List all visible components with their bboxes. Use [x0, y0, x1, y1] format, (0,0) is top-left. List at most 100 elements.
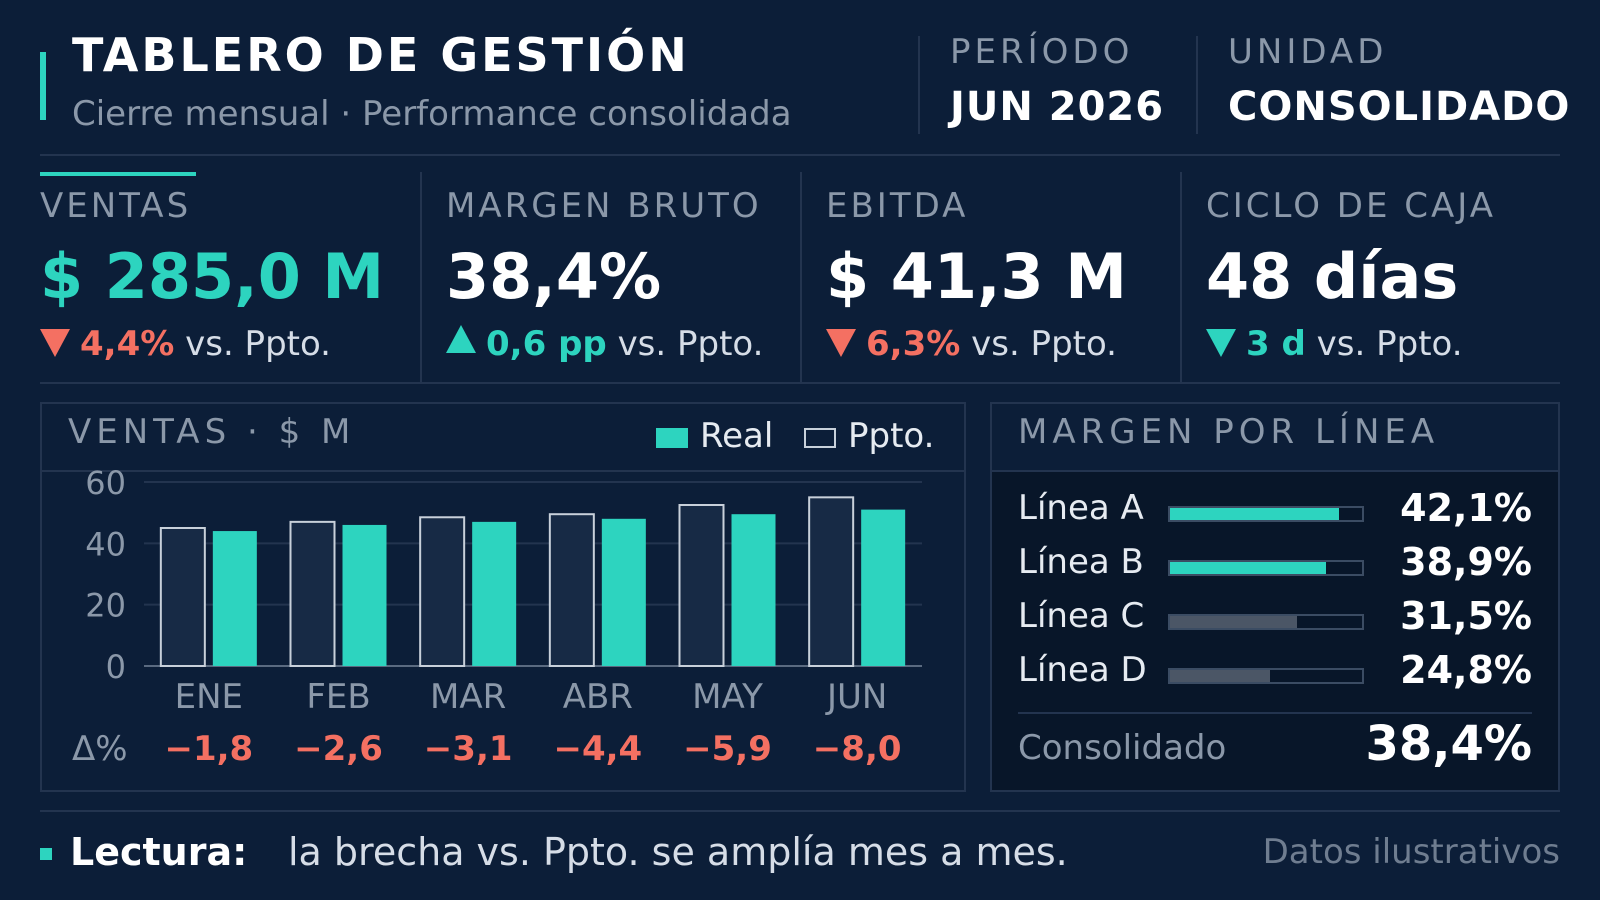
margin-bar-fill: [1170, 562, 1326, 574]
kpi-delta-value: 4,4%: [80, 324, 175, 364]
line-margin-value: 42,1%: [1400, 486, 1532, 530]
kpi-separator: [40, 382, 1560, 384]
margin-panel: MARGEN POR LÍNEA Línea A 42,1% Línea B 3…: [990, 402, 1560, 792]
line-margin-value: 24,8%: [1400, 648, 1532, 692]
delta-pct-label: −1,8: [164, 729, 253, 769]
line-name: Línea D: [1018, 650, 1147, 690]
margin-bar-track: [1168, 614, 1364, 630]
x-tick-label: ABR: [563, 677, 633, 717]
header-divider: [1196, 36, 1198, 134]
kpi-delta-value: 0,6 pp: [486, 324, 607, 364]
margin-panel-title: MARGEN POR LÍNEA: [1018, 412, 1440, 452]
arrow-down-icon: [826, 329, 856, 357]
kpi-delta: 3 d vs. Ppto.: [1206, 324, 1463, 364]
kpi-value: 48 días: [1206, 240, 1459, 313]
footer-note: Datos ilustrativos: [1262, 832, 1560, 872]
kpi-divider: [420, 172, 422, 382]
line-name: Línea A: [1018, 488, 1144, 528]
y-tick-label: 40: [85, 525, 126, 563]
arrow-down-icon: [1206, 329, 1236, 357]
kpi-delta-value: 6,3%: [866, 324, 961, 364]
header-divider: [918, 36, 920, 134]
margin-row-linea-d[interactable]: Línea D 24,8%: [1018, 646, 1532, 696]
kpi-card-margen-bruto[interactable]: MARGEN BRUTO 38,4% 0,6 pp vs. Ppto.: [446, 176, 796, 376]
y-tick-label: 0: [106, 648, 126, 686]
bar-real: [861, 509, 906, 666]
bar-real: [731, 514, 776, 666]
bar-ppto: [548, 513, 595, 667]
kpi-value: $ 41,3 M: [826, 240, 1127, 313]
consolidated-value: 38,4%: [1365, 716, 1532, 772]
period-label: PERÍODO: [950, 32, 1134, 72]
delta-pct-label: −3,1: [424, 729, 513, 769]
margin-panel-body: Línea A 42,1% Línea B 38,9% Línea C 31,5…: [992, 472, 1558, 790]
line-margin-value: 31,5%: [1400, 594, 1532, 638]
arrow-down-icon: [40, 329, 70, 357]
kpi-delta-suffix: vs. Ppto.: [185, 324, 331, 364]
kpi-divider: [800, 172, 802, 382]
margin-row-linea-c[interactable]: Línea C 31,5%: [1018, 592, 1532, 642]
kpi-label: EBITDA: [826, 186, 969, 226]
margin-bar-track: [1168, 560, 1364, 576]
kpi-label: MARGEN BRUTO: [446, 186, 762, 226]
legend-real-swatch: [656, 428, 688, 448]
bar-ppto: [159, 527, 206, 667]
margin-bar-fill: [1170, 616, 1297, 628]
kpi-card-ciclo-caja[interactable]: CICLO DE CAJA 48 días 3 d vs. Ppto.: [1206, 176, 1560, 376]
title-accent-bar: [40, 52, 46, 120]
kpi-delta-suffix: vs. Ppto.: [617, 324, 764, 364]
footer-insight: la brecha vs. Ppto. se amplía mes a mes.: [288, 830, 1068, 874]
delta-pct-label: −4,4: [553, 729, 642, 769]
margin-bar-fill: [1170, 508, 1339, 520]
period-value[interactable]: JUN 2026: [950, 84, 1165, 130]
bar-ppto: [289, 520, 336, 667]
delta-pct-label: −2,6: [294, 729, 383, 769]
kpi-value: 38,4%: [446, 240, 662, 313]
arrow-up-icon: [446, 325, 476, 353]
page-subtitle: Cierre mensual · Performance consolidada: [72, 94, 792, 134]
bar-ppto: [419, 516, 466, 668]
delta-pct-label: −5,9: [683, 729, 772, 769]
x-tick-label: MAY: [692, 677, 763, 717]
kpi-delta: 0,6 pp vs. Ppto.: [446, 324, 763, 364]
x-tick-label: FEB: [306, 677, 370, 717]
kpi-delta-suffix: vs. Ppto.: [971, 324, 1117, 364]
legend-real-label: Real: [700, 416, 774, 456]
kpi-card-ebitda[interactable]: EBITDA $ 41,3 M 6,3% vs. Ppto.: [826, 176, 1176, 376]
header-separator: [40, 154, 1560, 156]
kpi-label: CICLO DE CAJA: [1206, 186, 1496, 226]
bar-real: [212, 531, 257, 666]
bar-ppto: [808, 496, 855, 668]
kpi-value: $ 285,0 M: [40, 240, 385, 313]
legend-ppto-swatch: [804, 428, 836, 448]
x-tick-label: ENE: [175, 677, 243, 717]
delta-row-header: Δ%: [72, 729, 128, 769]
unit-value[interactable]: CONSOLIDADO: [1228, 84, 1571, 130]
margin-row-linea-a[interactable]: Línea A 42,1%: [1018, 484, 1532, 534]
margin-bar-track: [1168, 668, 1364, 684]
bullet-square-icon: [40, 848, 52, 860]
margin-row-linea-b[interactable]: Línea B 38,9%: [1018, 538, 1532, 588]
footer-separator: [40, 810, 1560, 812]
sales-chart-header: VENTAS · $ M Real Ppto.: [42, 404, 964, 472]
x-tick-label: MAR: [430, 677, 506, 717]
page-title: TABLERO DE GESTIÓN: [72, 28, 690, 82]
delta-pct-label: −8,0: [813, 729, 902, 769]
bar-ppto: [678, 504, 725, 667]
kpi-card-ventas[interactable]: VENTAS $ 285,0 M 4,4% vs. Ppto.: [40, 176, 420, 376]
bar-real: [472, 521, 517, 666]
kpi-delta-suffix: vs. Ppto.: [1316, 324, 1463, 364]
margin-panel-header: MARGEN POR LÍNEA: [992, 404, 1558, 472]
unit-label: UNIDAD: [1228, 32, 1388, 72]
margin-bar-track: [1168, 506, 1364, 522]
line-name: Línea B: [1018, 542, 1144, 582]
margin-bar-fill: [1170, 670, 1270, 682]
consolidated-label: Consolidado: [1018, 728, 1227, 768]
line-margin-value: 38,9%: [1400, 540, 1532, 584]
sales-chart-title: VENTAS · $ M: [68, 412, 356, 452]
y-tick-label: 60: [85, 464, 126, 502]
bar-real: [601, 518, 646, 666]
kpi-delta-value: 3 d: [1246, 324, 1306, 364]
line-name: Línea C: [1018, 596, 1145, 636]
kpi-active-indicator: [40, 172, 196, 176]
